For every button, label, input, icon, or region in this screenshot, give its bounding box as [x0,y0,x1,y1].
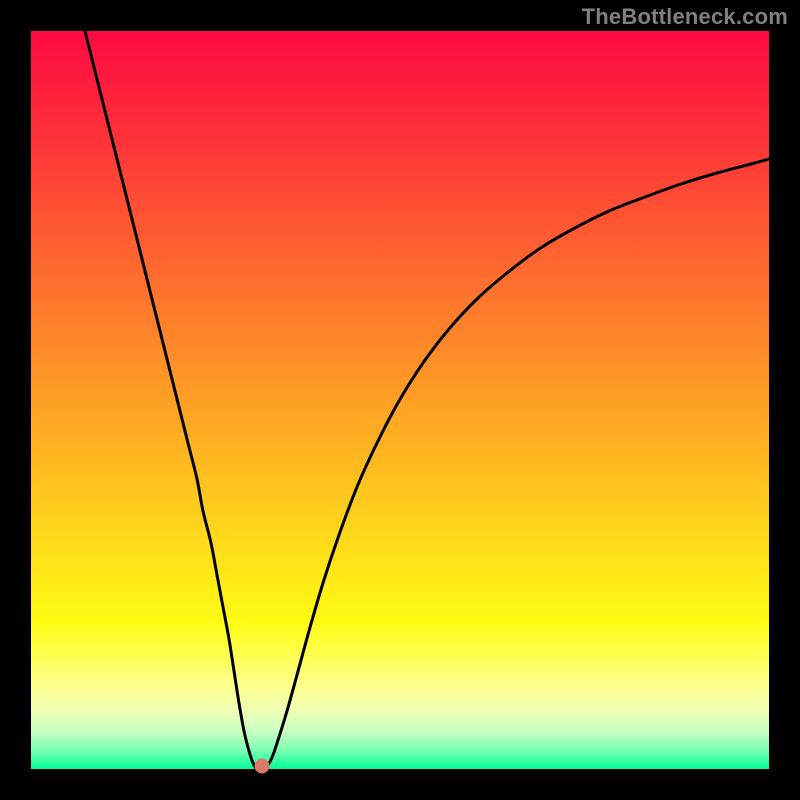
bottleneck-curve-svg [31,31,769,769]
min-point-marker [255,759,269,773]
plot-area [31,31,769,769]
bottleneck-curve [85,31,769,770]
watermark-text: TheBottleneck.com [582,4,788,30]
